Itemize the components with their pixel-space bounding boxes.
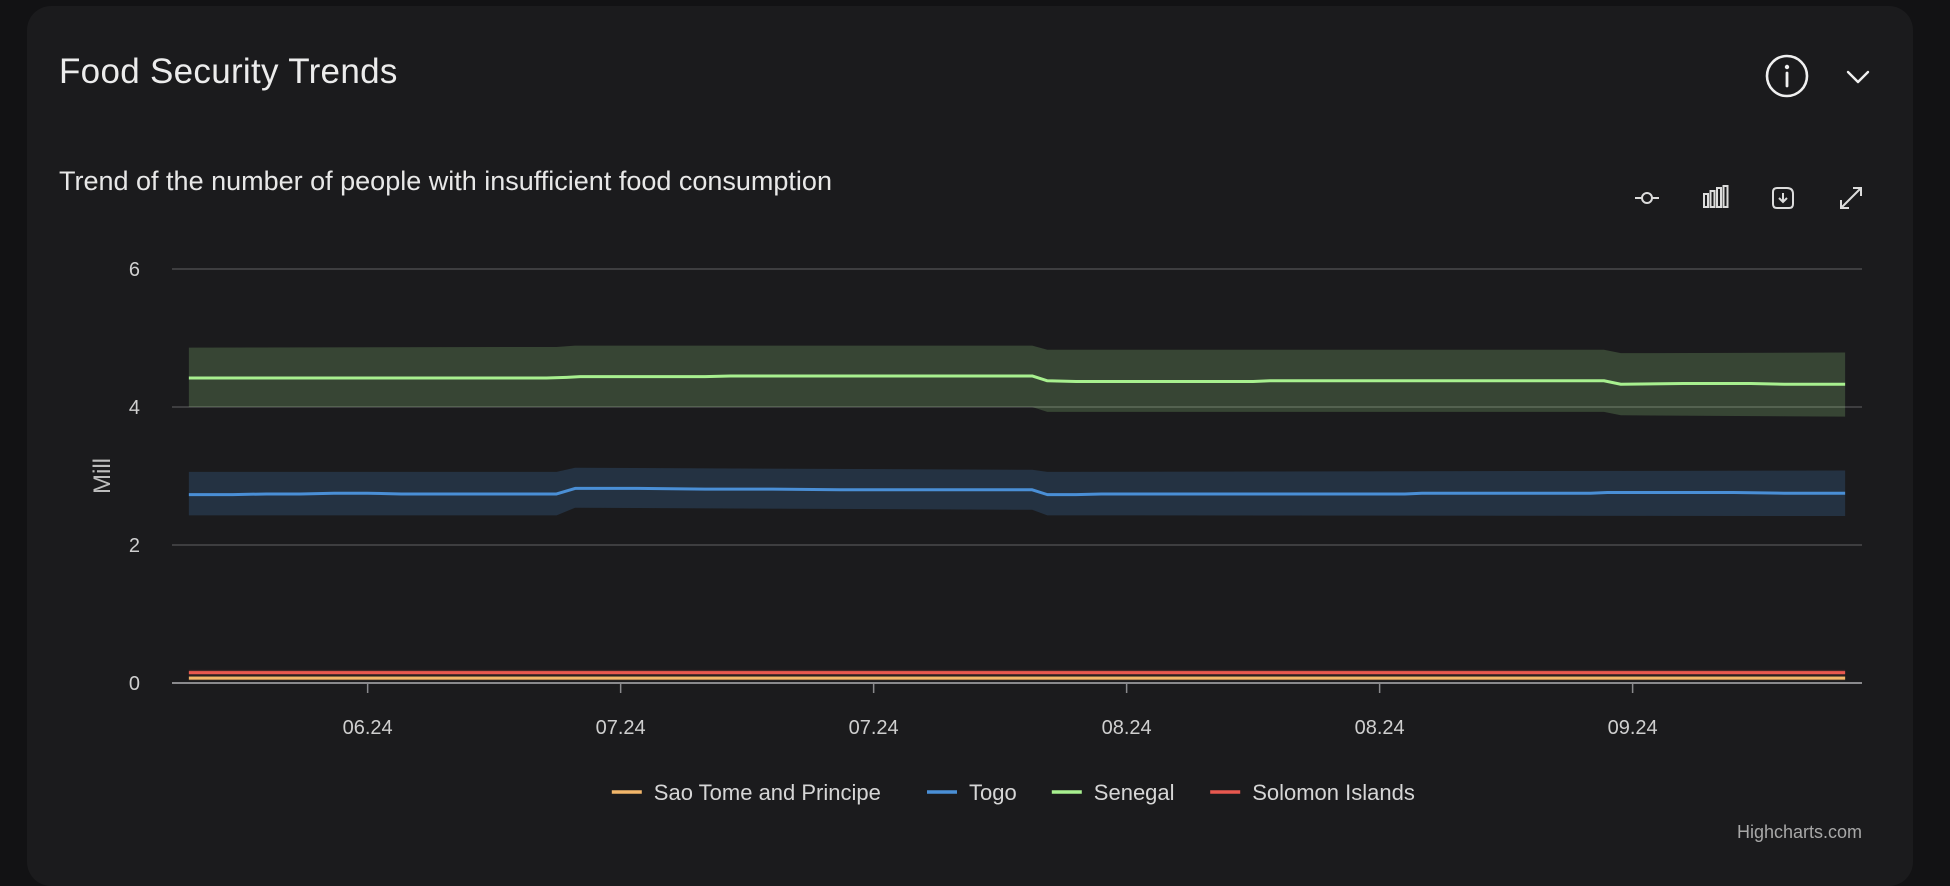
legend-item[interactable]: Sao Tome and Principe	[611, 780, 881, 805]
line-chart-icon	[1635, 192, 1659, 204]
series-line	[188, 486, 1846, 497]
download-button[interactable]	[1765, 180, 1801, 216]
line-layer	[188, 374, 1846, 680]
bar-chart-icon	[1703, 185, 1729, 208]
y-tick-label: 6	[129, 259, 140, 281]
collapse-button[interactable]	[1845, 64, 1871, 90]
legend-label: Solomon Islands	[1252, 780, 1415, 805]
legend-label: Senegal	[1094, 780, 1175, 805]
chart-title: Trend of the number of people with insuf…	[59, 166, 832, 196]
x-tick-label: 07.24	[596, 717, 646, 739]
info-button[interactable]	[1764, 53, 1810, 99]
legend-label: Sao Tome and Principe	[654, 780, 881, 805]
legend-item[interactable]: Solomon Islands	[1210, 780, 1415, 805]
axis-layer: 0 2 4 6 06.24 07.24 07.24 08.24 08.24 09.24	[129, 259, 1658, 739]
card-title: Food Security Trends	[59, 52, 398, 91]
legend-item[interactable]: Togo	[927, 780, 1017, 805]
x-tick-label: 09.24	[1608, 717, 1658, 739]
series-line	[188, 374, 1846, 386]
legend-layer: Sao Tome and Principe Togo Senegal Solomon …	[611, 780, 1415, 805]
y-axis-title: Mill	[89, 458, 116, 494]
y-tick-label: 2	[129, 535, 140, 557]
legend-item[interactable]: Senegal	[1051, 780, 1175, 805]
chart-plot: 0 2 4 6 06.24 07.24 07.24 08.24 08.24 09.24 Sao T…	[89, 259, 1862, 842]
x-tick-label: 07.24	[849, 717, 899, 739]
chevron-down-icon	[1846, 70, 1870, 84]
x-tick-label: 08.24	[1355, 717, 1405, 739]
y-tick-label: 4	[129, 397, 140, 419]
legend-label: Togo	[969, 780, 1017, 805]
line-view-button[interactable]	[1629, 180, 1665, 216]
x-tick-label: 06.24	[343, 717, 393, 739]
x-tick-label: 08.24	[1102, 717, 1152, 739]
credits-link[interactable]: Highcharts.com	[1737, 822, 1862, 842]
band-layer	[188, 345, 1846, 681]
range-band	[188, 345, 1846, 417]
range-band	[188, 467, 1846, 517]
info-icon	[1765, 54, 1809, 98]
y-tick-label: 0	[129, 673, 140, 695]
chart-card: Food Security Trends Trend of the number…	[27, 6, 1913, 886]
fullscreen-icon	[1840, 187, 1862, 209]
grid-layer	[172, 268, 1862, 684]
bar-view-button[interactable]	[1697, 180, 1733, 216]
fullscreen-button[interactable]	[1833, 180, 1869, 216]
download-icon	[1772, 187, 1794, 209]
